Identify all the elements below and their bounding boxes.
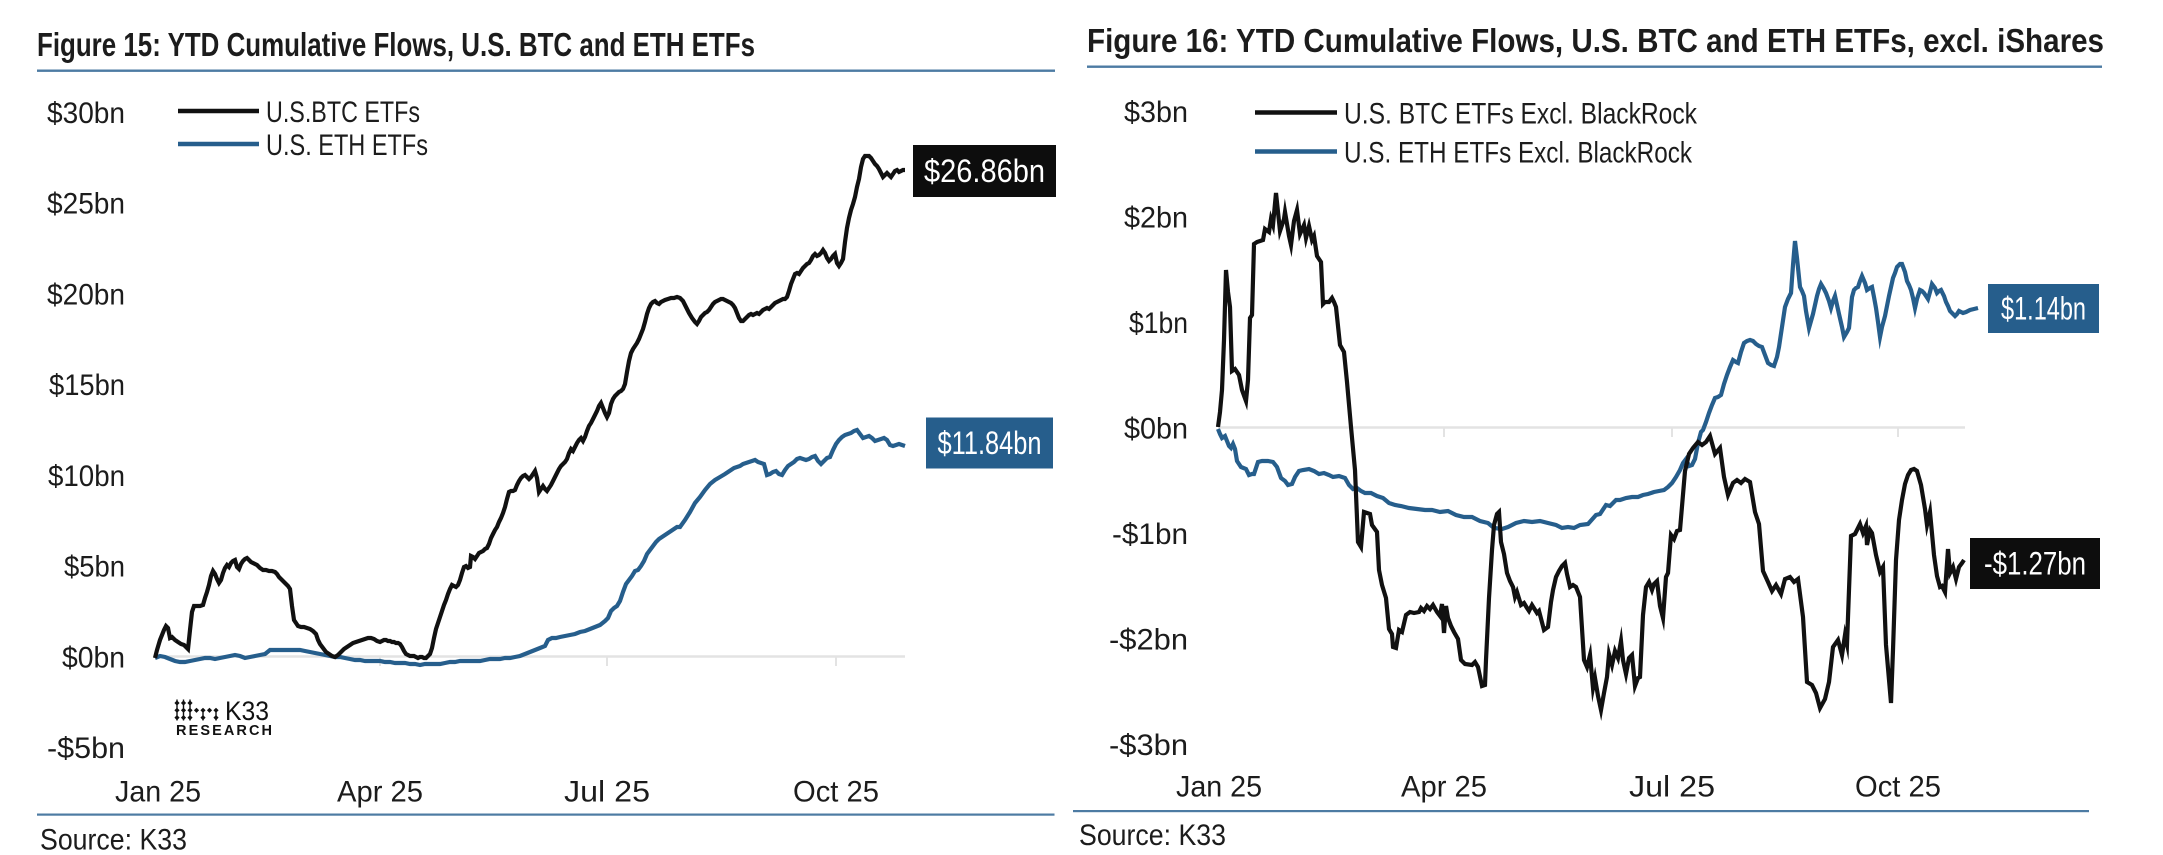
svg-text:$0bn: $0bn — [1124, 413, 1188, 446]
svg-text:K33: K33 — [225, 696, 269, 726]
svg-text:$26.86bn: $26.86bn — [924, 153, 1045, 189]
svg-text:$5bn: $5bn — [64, 551, 125, 584]
svg-text:Figure 16: YTD Cumulative Flow: Figure 16: YTD Cumulative Flows, U.S. BT… — [1087, 22, 2104, 59]
svg-text:U.S. ETH ETFs: U.S. ETH ETFs — [266, 129, 428, 162]
svg-text:-$2bn: -$2bn — [1109, 624, 1188, 657]
svg-text:Apr 25: Apr 25 — [1401, 771, 1487, 804]
svg-text:Jan 25: Jan 25 — [1176, 771, 1262, 804]
svg-text:-$1bn: -$1bn — [1112, 518, 1188, 551]
svg-text:Figure 15: YTD Cumulative Flow: Figure 15: YTD Cumulative Flows, U.S. BT… — [37, 26, 755, 63]
svg-text:U.S. ETH ETFs Excl. BlackRock: U.S. ETH ETFs Excl. BlackRock — [1344, 137, 1693, 170]
svg-text:U.S. BTC ETFs Excl. BlackRock: U.S. BTC ETFs Excl. BlackRock — [1344, 98, 1698, 131]
svg-text:$25bn: $25bn — [47, 188, 125, 221]
svg-text:Apr 25: Apr 25 — [337, 776, 423, 809]
svg-text:$30bn: $30bn — [47, 97, 125, 130]
svg-text:$1.14bn: $1.14bn — [2001, 291, 2086, 327]
svg-text:$10bn: $10bn — [48, 460, 125, 493]
svg-text:-$5bn: -$5bn — [47, 732, 125, 765]
svg-text:Source: K33: Source: K33 — [40, 824, 187, 855]
svg-text:-$1.27bn: -$1.27bn — [1984, 546, 2086, 582]
svg-text:$1bn: $1bn — [1129, 307, 1188, 340]
svg-text:Jul 25: Jul 25 — [1629, 771, 1715, 804]
svg-text:Oct 25: Oct 25 — [793, 776, 879, 809]
svg-text:-$3bn: -$3bn — [1109, 729, 1188, 762]
svg-text:$2bn: $2bn — [1124, 202, 1188, 235]
svg-text:Jul 25: Jul 25 — [564, 776, 650, 809]
svg-text:$0bn: $0bn — [62, 641, 125, 674]
svg-text:$20bn: $20bn — [47, 278, 125, 311]
svg-text:$15bn: $15bn — [49, 369, 125, 402]
svg-text:U.S.BTC ETFs: U.S.BTC ETFs — [266, 96, 420, 129]
svg-text:Oct 25: Oct 25 — [1855, 771, 1941, 804]
svg-text:$11.84bn: $11.84bn — [938, 425, 1042, 461]
svg-text:Jan 25: Jan 25 — [115, 776, 201, 809]
svg-text:RESEARCH: RESEARCH — [176, 723, 272, 739]
svg-text:$3bn: $3bn — [1124, 96, 1188, 129]
svg-text:Source: K33: Source: K33 — [1079, 819, 1226, 852]
